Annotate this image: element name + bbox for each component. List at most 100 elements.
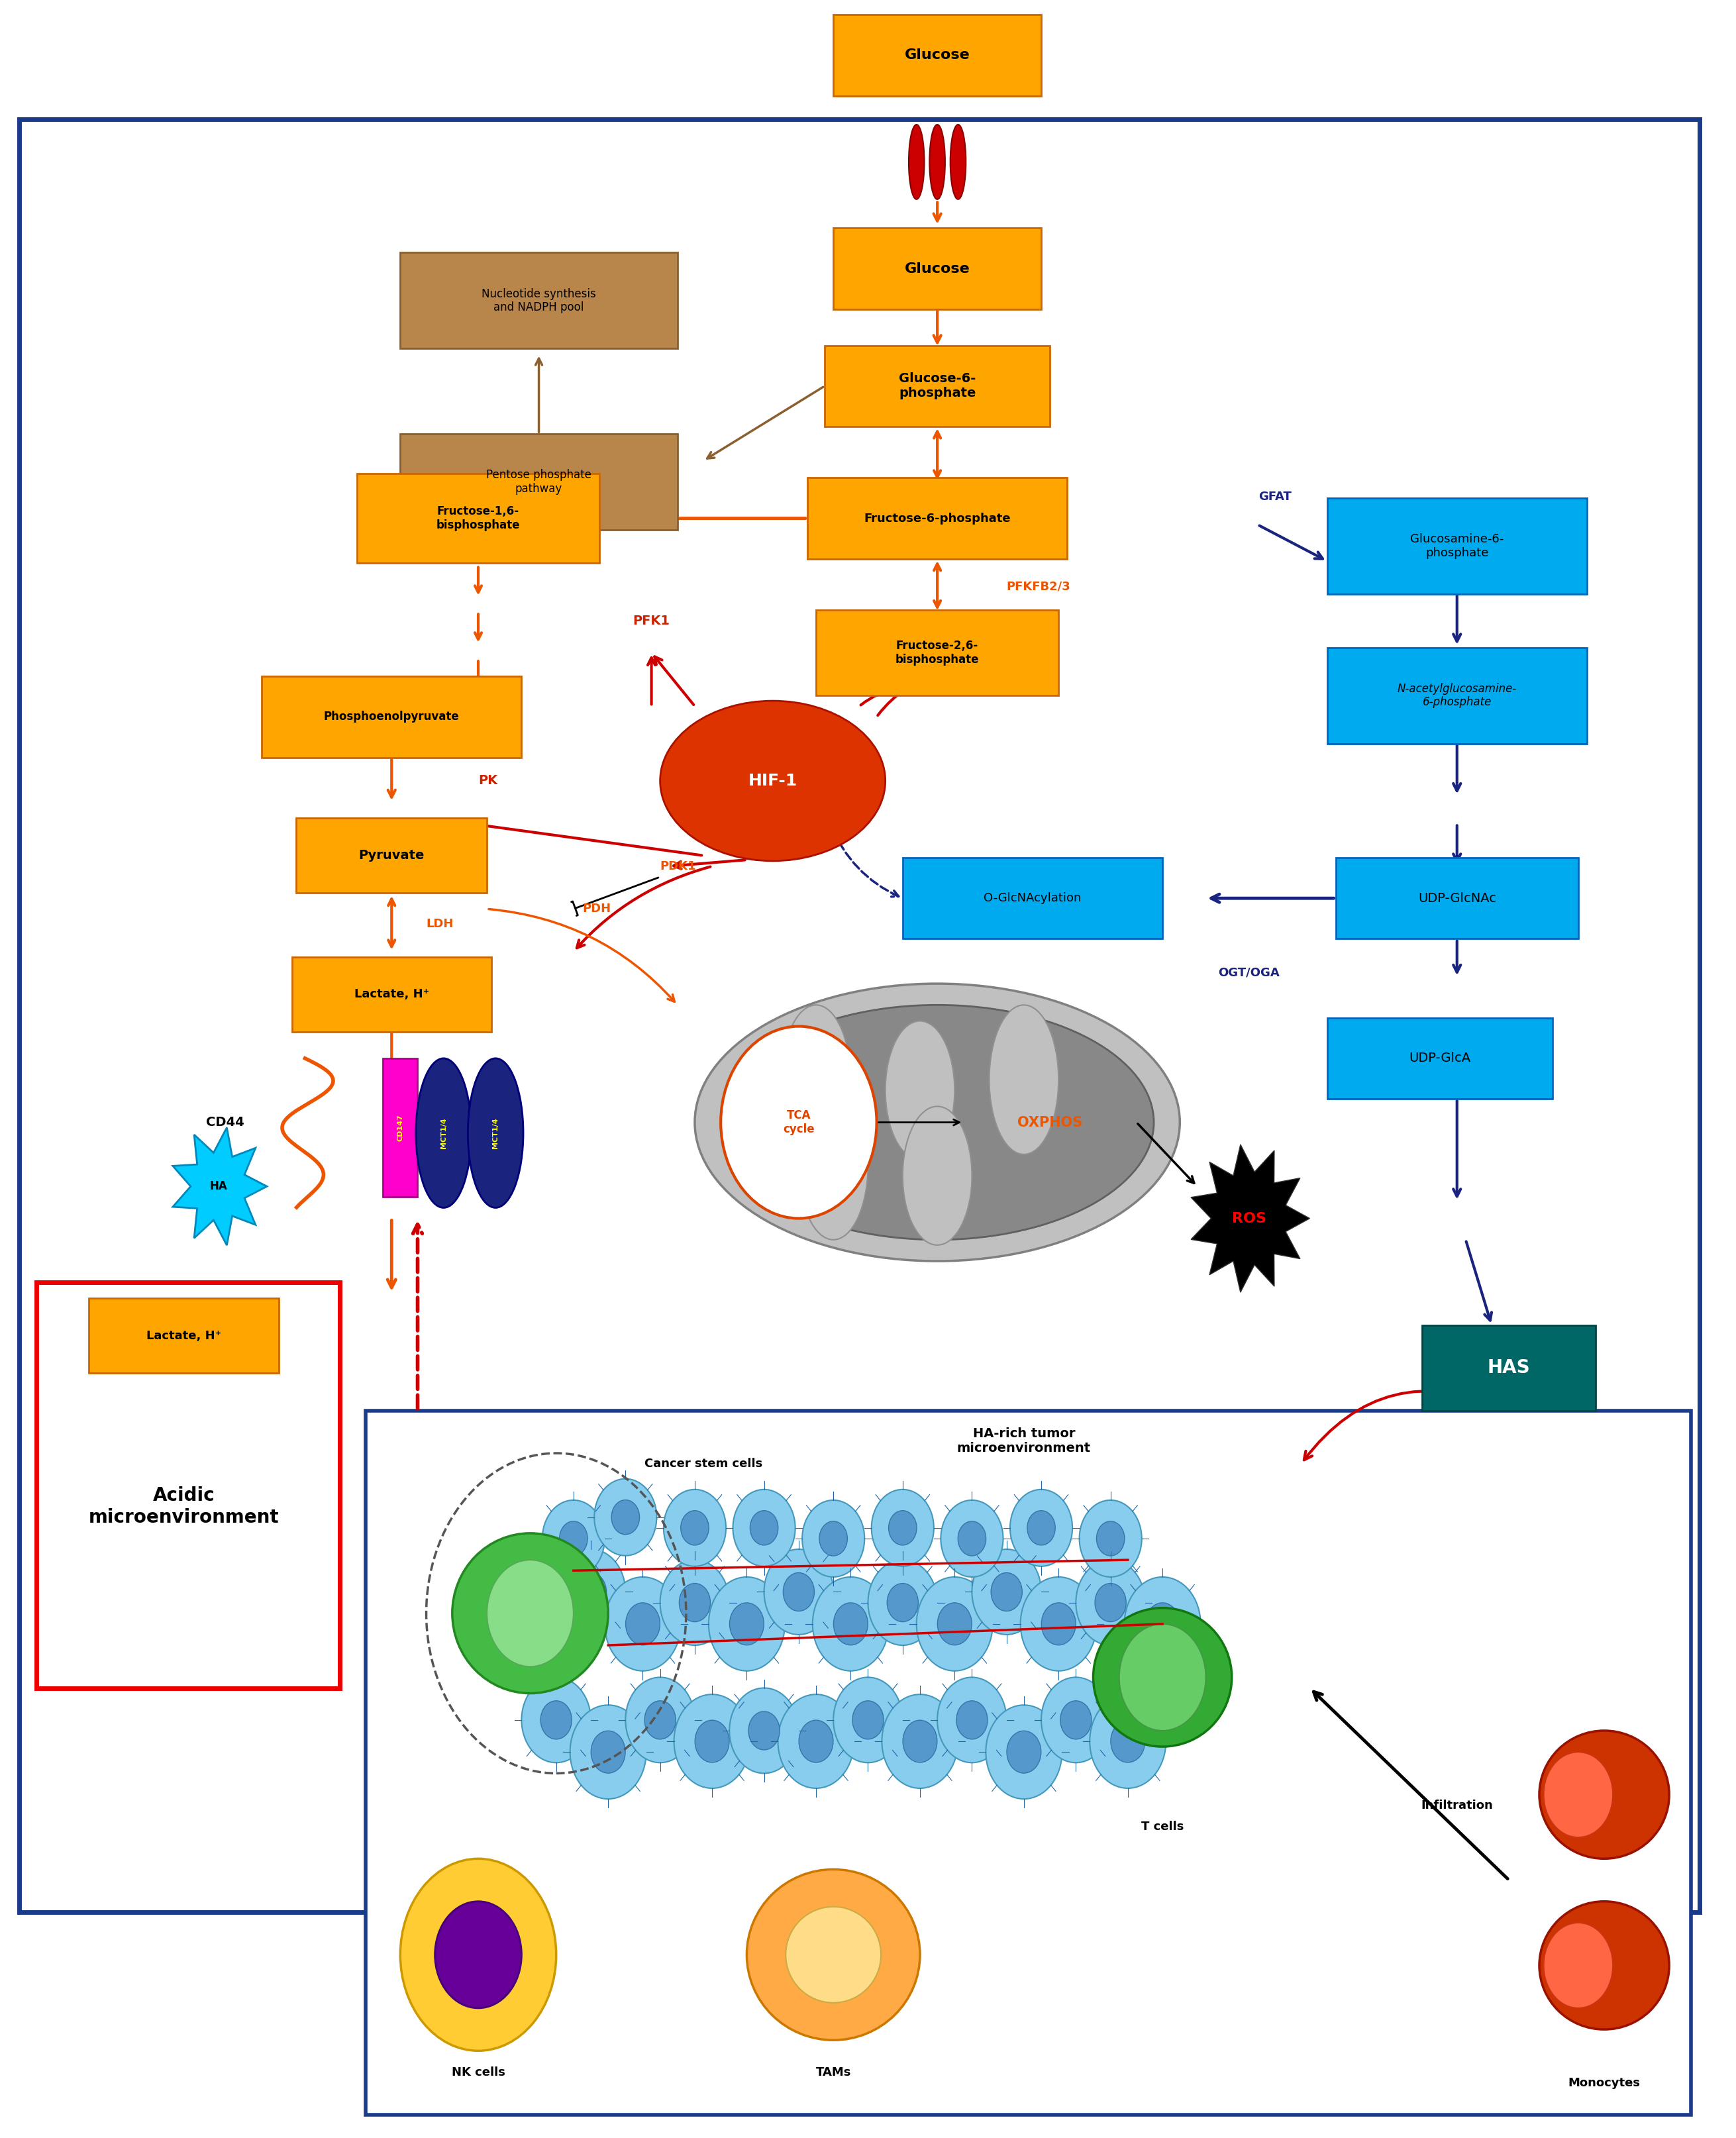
Circle shape (681, 1512, 708, 1546)
Circle shape (937, 1604, 972, 1644)
Text: Monocytes: Monocytes (1568, 2076, 1641, 2089)
Text: HAS: HAS (1488, 1358, 1531, 1377)
Text: GFAT: GFAT (1259, 492, 1292, 502)
FancyBboxPatch shape (1326, 648, 1587, 744)
Text: OXPHOS: OXPHOS (1017, 1116, 1083, 1129)
Circle shape (729, 1689, 799, 1772)
Circle shape (556, 1550, 625, 1636)
Text: ROS: ROS (1233, 1212, 1266, 1225)
Text: HA: HA (210, 1180, 227, 1193)
Ellipse shape (746, 1869, 920, 2040)
Circle shape (958, 1522, 986, 1556)
Text: Glucose: Glucose (904, 263, 970, 276)
Text: N-acetylglucosamine-
6-phosphate: N-acetylglucosamine- 6-phosphate (1397, 682, 1517, 708)
Circle shape (1120, 1625, 1207, 1730)
Text: O-GlcNAcylation: O-GlcNAcylation (984, 892, 1082, 904)
Circle shape (986, 1704, 1062, 1798)
Text: Phosphoenolpyruvate: Phosphoenolpyruvate (325, 710, 460, 723)
Circle shape (1080, 1501, 1142, 1578)
Circle shape (833, 1678, 903, 1762)
FancyBboxPatch shape (903, 857, 1163, 939)
Circle shape (1125, 1578, 1201, 1672)
Circle shape (972, 1550, 1042, 1636)
Circle shape (1042, 1604, 1076, 1644)
Circle shape (1042, 1678, 1111, 1762)
Circle shape (611, 1501, 639, 1535)
FancyBboxPatch shape (297, 819, 486, 894)
Text: PDH: PDH (582, 902, 611, 915)
Text: MCT1/4: MCT1/4 (493, 1118, 498, 1148)
Text: UDP-GlcA: UDP-GlcA (1410, 1052, 1470, 1065)
Circle shape (679, 1584, 710, 1623)
Text: Infiltration: Infiltration (1422, 1800, 1493, 1811)
Ellipse shape (908, 124, 924, 199)
Circle shape (401, 1858, 556, 2050)
Ellipse shape (1540, 1730, 1670, 1858)
Circle shape (1095, 1584, 1127, 1623)
Circle shape (868, 1561, 937, 1646)
FancyBboxPatch shape (358, 472, 599, 562)
Circle shape (521, 1678, 590, 1762)
Circle shape (625, 1604, 660, 1644)
Text: CD44: CD44 (207, 1116, 245, 1129)
Circle shape (764, 1550, 833, 1636)
Text: PFKFB2/3: PFKFB2/3 (1007, 582, 1071, 592)
FancyBboxPatch shape (89, 1298, 279, 1373)
Circle shape (1146, 1604, 1180, 1644)
Ellipse shape (786, 1907, 880, 2003)
Circle shape (559, 1522, 587, 1556)
Circle shape (500, 1578, 576, 1672)
Circle shape (1543, 1751, 1613, 1837)
Text: Pyruvate: Pyruvate (359, 849, 425, 862)
Circle shape (660, 1561, 729, 1646)
Circle shape (733, 1490, 795, 1567)
Circle shape (644, 1700, 675, 1738)
Circle shape (903, 1721, 937, 1762)
Ellipse shape (467, 1058, 523, 1208)
Circle shape (1028, 1512, 1055, 1546)
Text: PFK1: PFK1 (634, 614, 670, 626)
Circle shape (882, 1693, 958, 1787)
Text: HIF-1: HIF-1 (748, 774, 797, 789)
Circle shape (1021, 1578, 1097, 1672)
Text: HA-rich tumor
microenvironment: HA-rich tumor microenvironment (957, 1428, 1090, 1454)
Circle shape (625, 1678, 694, 1762)
Text: Glucose-6-
phosphate: Glucose-6- phosphate (899, 372, 976, 400)
Circle shape (833, 1604, 868, 1644)
Text: Acidic
microenvironment: Acidic microenvironment (89, 1486, 279, 1527)
Circle shape (1076, 1561, 1146, 1646)
Ellipse shape (1094, 1608, 1233, 1747)
Text: UDP-GlcNAc: UDP-GlcNAc (1418, 892, 1496, 904)
Text: TCA
cycle: TCA cycle (783, 1110, 814, 1135)
Ellipse shape (903, 1105, 972, 1244)
Circle shape (991, 1574, 1023, 1612)
Circle shape (937, 1678, 1007, 1762)
Circle shape (1061, 1700, 1092, 1738)
Text: PDK1: PDK1 (660, 859, 696, 872)
Circle shape (575, 1574, 606, 1612)
Ellipse shape (453, 1533, 608, 1693)
Circle shape (819, 1522, 847, 1556)
Ellipse shape (781, 1005, 851, 1155)
Text: CD147: CD147 (398, 1114, 403, 1142)
Ellipse shape (990, 1005, 1059, 1155)
Circle shape (729, 1604, 764, 1644)
FancyBboxPatch shape (833, 15, 1042, 96)
Circle shape (594, 1479, 656, 1556)
FancyBboxPatch shape (825, 346, 1050, 428)
Circle shape (1090, 1693, 1167, 1787)
Circle shape (1097, 1522, 1125, 1556)
Circle shape (887, 1584, 918, 1623)
Circle shape (871, 1490, 934, 1567)
Text: Cancer stem cells: Cancer stem cells (644, 1458, 762, 1469)
FancyBboxPatch shape (1326, 1018, 1552, 1099)
Circle shape (778, 1693, 854, 1787)
FancyBboxPatch shape (1335, 857, 1578, 939)
Circle shape (540, 1700, 571, 1738)
Circle shape (523, 1604, 556, 1644)
Ellipse shape (720, 1005, 1154, 1240)
Circle shape (604, 1578, 681, 1672)
Text: TAMs: TAMs (816, 2065, 851, 2078)
Ellipse shape (950, 124, 965, 199)
Ellipse shape (799, 1090, 868, 1240)
